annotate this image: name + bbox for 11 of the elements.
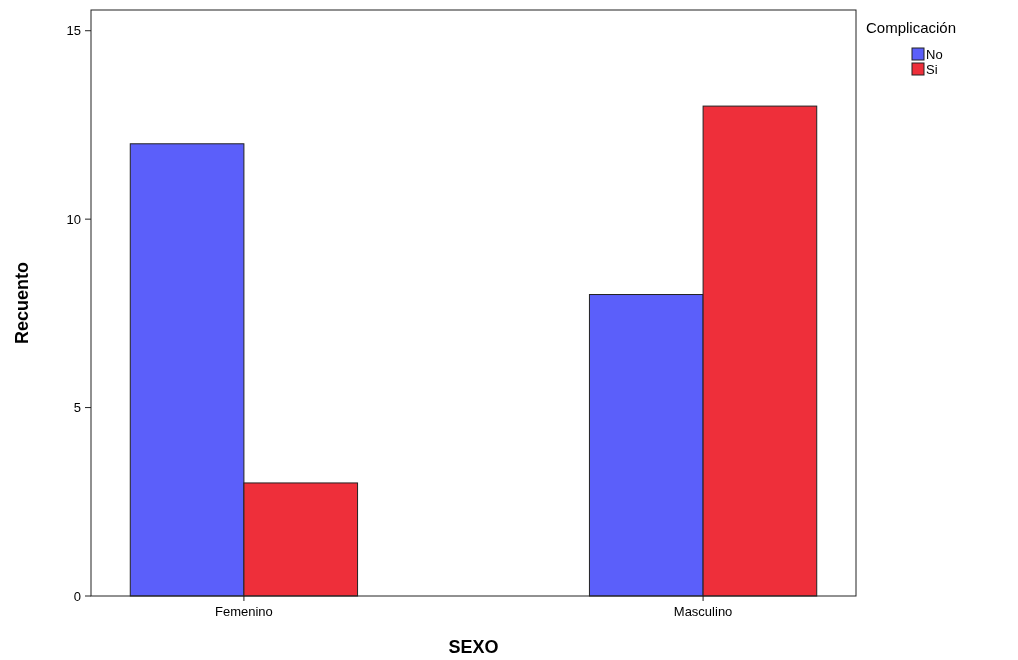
x-tick-label: Femenino: [215, 604, 273, 619]
legend-title: Complicación: [866, 19, 957, 36]
y-tick-label: 15: [66, 23, 81, 39]
y-tick-label: 5: [73, 400, 81, 416]
y-axis-title: Recuento: [12, 261, 32, 345]
x-axis-title: SEXO: [448, 637, 499, 657]
legend-label: No: [926, 47, 943, 62]
y-tick-label: 10: [66, 211, 81, 227]
legend-label: Si: [926, 62, 938, 77]
x-tick-label: Masculino: [673, 604, 733, 619]
y-tick-label: 0: [73, 588, 81, 604]
